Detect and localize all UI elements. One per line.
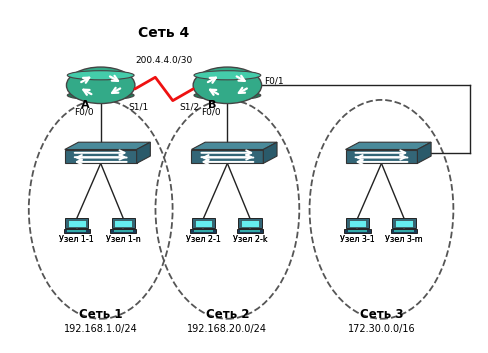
FancyBboxPatch shape	[345, 218, 368, 228]
Text: Сеть 3: Сеть 3	[359, 308, 403, 321]
Ellipse shape	[194, 71, 260, 80]
Polygon shape	[64, 142, 150, 150]
FancyBboxPatch shape	[238, 218, 261, 228]
FancyBboxPatch shape	[64, 150, 136, 163]
Text: 192.168.1.0/24: 192.168.1.0/24	[63, 324, 137, 334]
Ellipse shape	[194, 91, 260, 100]
Text: 200.4.4.0/30: 200.4.4.0/30	[135, 55, 192, 64]
FancyBboxPatch shape	[391, 218, 415, 228]
FancyBboxPatch shape	[345, 150, 417, 163]
Text: Узел 3-1: Узел 3-1	[340, 234, 374, 244]
FancyBboxPatch shape	[394, 220, 412, 227]
Text: Узел 1-n: Узел 1-n	[106, 234, 141, 244]
Text: B: B	[208, 100, 216, 110]
Text: Узел 3-m: Узел 3-m	[385, 234, 422, 244]
Ellipse shape	[67, 91, 134, 100]
Circle shape	[193, 67, 261, 103]
FancyBboxPatch shape	[190, 229, 216, 233]
Text: Узел 2-1: Узел 2-1	[185, 234, 221, 244]
FancyBboxPatch shape	[67, 231, 86, 232]
Text: Узел 3-m: Узел 3-m	[385, 234, 422, 244]
FancyBboxPatch shape	[194, 220, 212, 227]
Circle shape	[66, 67, 135, 103]
FancyBboxPatch shape	[191, 150, 263, 163]
Polygon shape	[136, 142, 150, 163]
Text: Узел 2-k: Узел 2-k	[232, 234, 267, 244]
Text: Узел 3-1: Узел 3-1	[340, 234, 374, 244]
FancyBboxPatch shape	[191, 218, 215, 228]
FancyBboxPatch shape	[240, 231, 259, 232]
Text: Узел 2-k: Узел 2-k	[232, 234, 267, 244]
Text: F0/0: F0/0	[74, 108, 94, 117]
Text: A: A	[81, 100, 90, 110]
Text: Сеть 1: Сеть 1	[79, 308, 122, 321]
Polygon shape	[191, 142, 277, 150]
FancyBboxPatch shape	[348, 220, 366, 227]
Text: F0/1: F0/1	[263, 76, 283, 85]
FancyBboxPatch shape	[65, 218, 88, 228]
Text: F0/0: F0/0	[201, 108, 220, 117]
FancyBboxPatch shape	[237, 229, 263, 233]
Text: Узел 1-1: Узел 1-1	[59, 234, 94, 244]
Text: Сеть 4: Сеть 4	[138, 26, 189, 40]
FancyBboxPatch shape	[111, 218, 135, 228]
Text: S1/2: S1/2	[179, 103, 200, 112]
FancyBboxPatch shape	[241, 220, 258, 227]
Text: 172.30.0.0/16: 172.30.0.0/16	[347, 324, 414, 334]
FancyBboxPatch shape	[347, 231, 366, 232]
Text: S1/1: S1/1	[128, 103, 148, 112]
FancyBboxPatch shape	[394, 231, 413, 232]
Text: Узел 1-n: Узел 1-n	[106, 234, 141, 244]
Ellipse shape	[67, 71, 134, 80]
Text: Узел 1-1: Узел 1-1	[59, 234, 94, 244]
FancyBboxPatch shape	[114, 231, 133, 232]
Text: Сеть 2: Сеть 2	[205, 308, 248, 321]
Polygon shape	[417, 142, 430, 163]
FancyBboxPatch shape	[114, 220, 132, 227]
FancyBboxPatch shape	[68, 220, 85, 227]
Polygon shape	[263, 142, 277, 163]
FancyBboxPatch shape	[193, 231, 213, 232]
FancyBboxPatch shape	[63, 229, 89, 233]
Polygon shape	[345, 142, 430, 150]
Text: Узел 2-1: Узел 2-1	[185, 234, 221, 244]
FancyBboxPatch shape	[110, 229, 136, 233]
FancyBboxPatch shape	[344, 229, 370, 233]
FancyBboxPatch shape	[390, 229, 416, 233]
Text: 192.168.20.0/24: 192.168.20.0/24	[187, 324, 267, 334]
